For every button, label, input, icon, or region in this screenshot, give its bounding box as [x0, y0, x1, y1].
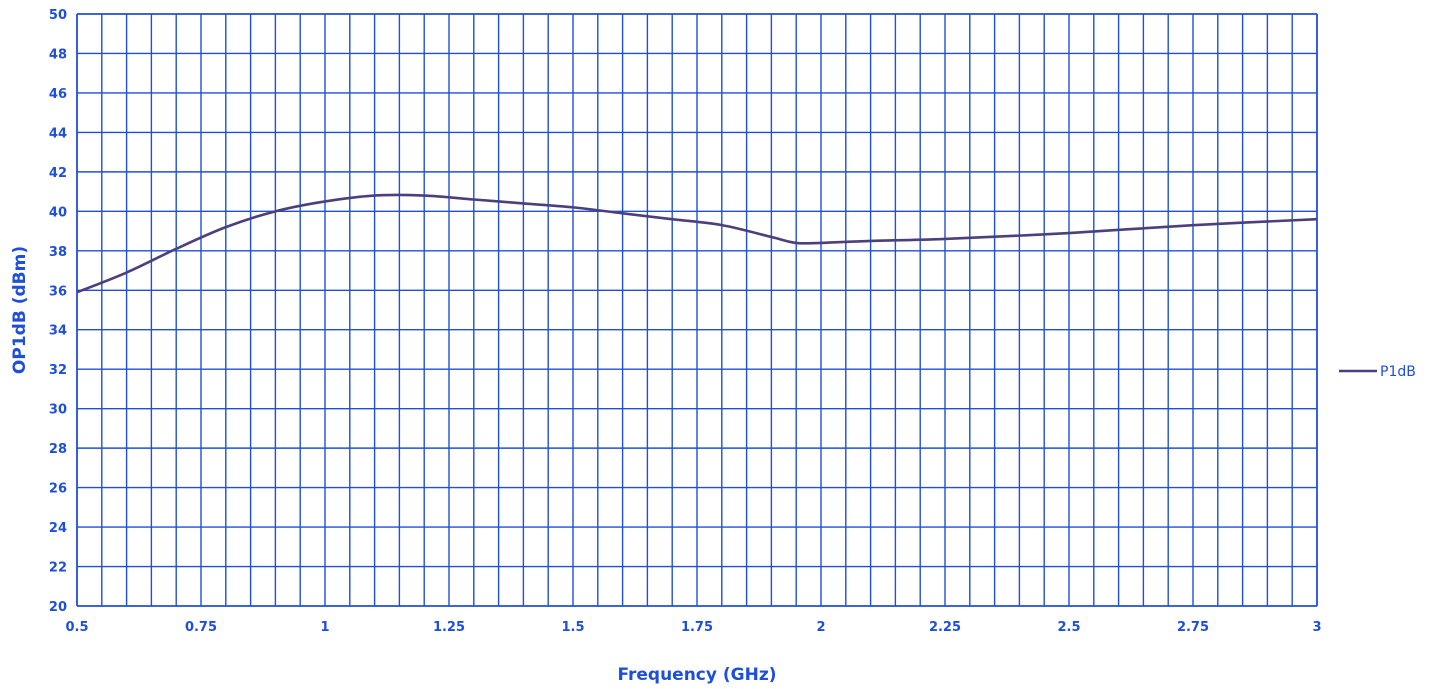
x-tick-label: 1.25 — [433, 620, 465, 635]
y-tick-label: 30 — [49, 403, 67, 418]
series-lines — [76, 193, 1318, 294]
x-tick-label: 1 — [320, 620, 329, 635]
series-line-p1db — [76, 193, 1318, 294]
y-tick-label: 46 — [49, 87, 67, 102]
y-tick-label: 34 — [49, 324, 67, 339]
x-tick-label: 3 — [1312, 620, 1321, 635]
x-tick-label: 2.25 — [929, 620, 961, 635]
x-axis-title: Frequency (GHz) — [617, 665, 776, 685]
y-tick-label: 42 — [49, 166, 67, 181]
x-tick-label: 2 — [816, 620, 825, 635]
y-tick-label: 32 — [49, 363, 67, 378]
y-tick-label: 36 — [49, 284, 67, 299]
y-tick-label: 38 — [49, 245, 67, 260]
x-tick-label: 1.75 — [681, 620, 713, 635]
y-tick-label: 40 — [49, 205, 67, 220]
y-axis-title: OP1dB (dBm) — [10, 246, 30, 374]
y-tick-label: 22 — [49, 561, 67, 576]
legend-label: P1dB — [1380, 364, 1416, 380]
y-tick-label: 48 — [49, 47, 67, 62]
x-axis-ticks: 0.5 0.75 1 1.25 1.5 1.75 2 2.25 2.5 2.75 3 — [65, 620, 1321, 635]
x-tick-label: 0.5 — [65, 620, 88, 635]
y-tick-label: 20 — [49, 600, 67, 615]
x-tick-label: 2.75 — [1177, 620, 1209, 635]
x-tick-label: 2.5 — [1057, 620, 1080, 635]
y-axis-ticks: 20 22 24 26 28 30 32 34 36 38 40 42 44 46 48 50 — [49, 8, 67, 615]
y-tick-label: 50 — [49, 8, 67, 23]
y-tick-label: 24 — [49, 521, 67, 536]
y-tick-label: 26 — [49, 482, 67, 497]
x-tick-label: 1.5 — [561, 620, 584, 635]
legend: P1dB — [1339, 364, 1416, 380]
x-tick-label: 0.75 — [185, 620, 217, 635]
y-tick-label: 28 — [49, 442, 67, 457]
y-tick-label: 44 — [49, 126, 67, 141]
grid — [76, 13, 1318, 607]
